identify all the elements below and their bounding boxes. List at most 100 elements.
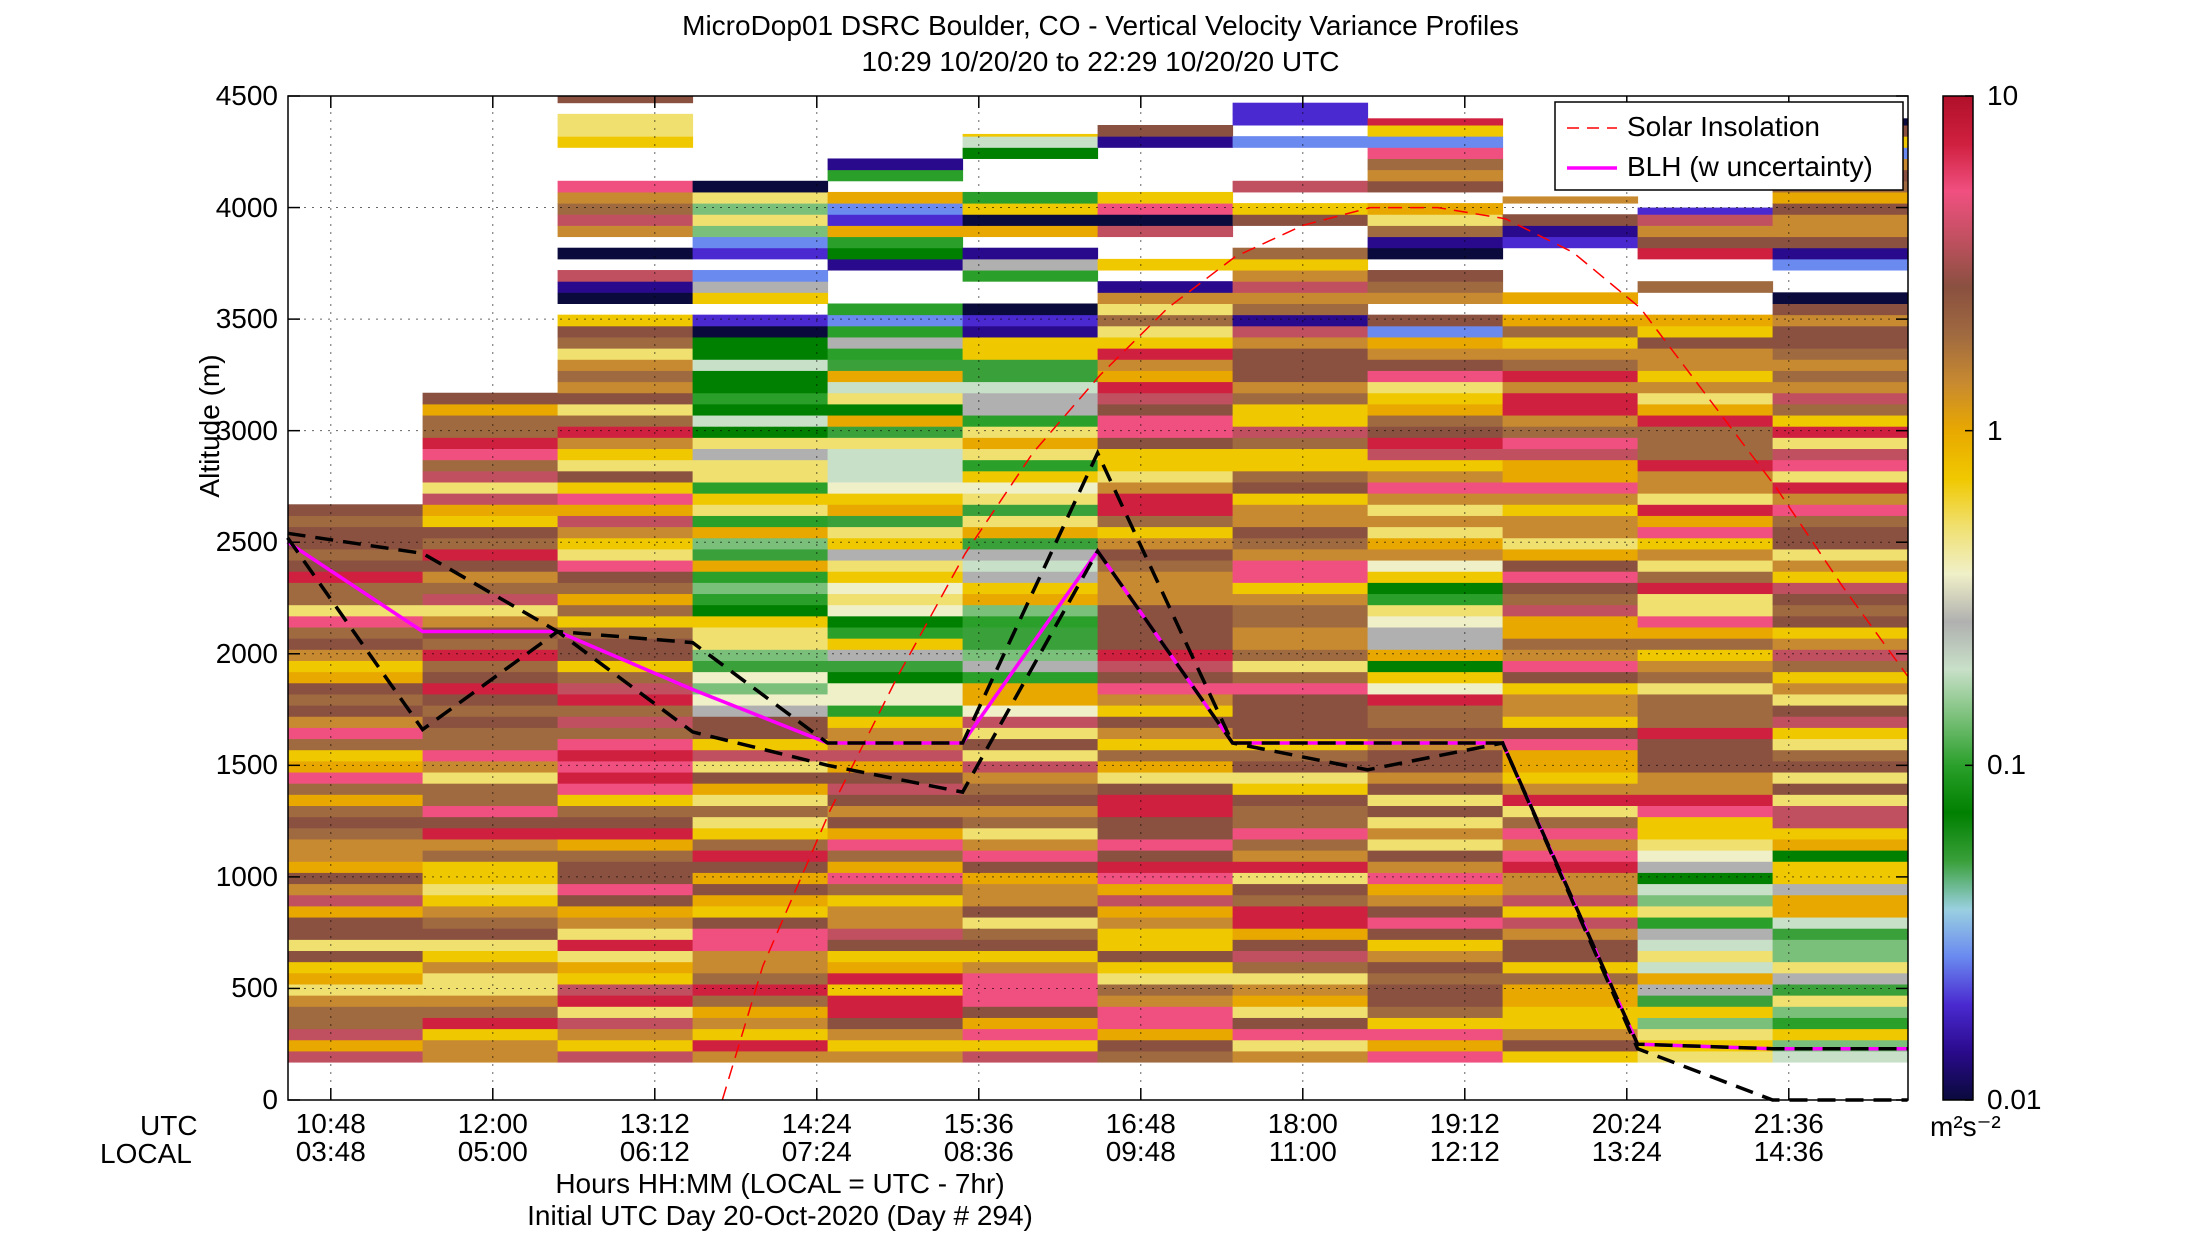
heatmap-cell: [1772, 537, 1909, 550]
heatmap-cell: [962, 504, 1099, 516]
heatmap-cell: [1367, 548, 1504, 561]
heatmap-cell: [422, 537, 559, 550]
heatmap-cell: [1502, 738, 1639, 751]
heatmap-cell: [1367, 627, 1504, 639]
heatmap-cell: [827, 560, 964, 572]
heatmap-cell: [962, 136, 1099, 148]
heatmap-cell: [692, 403, 829, 416]
heatmap-cell: [1232, 136, 1369, 148]
heatmap-cell: [1232, 403, 1369, 416]
heatmap-cell: [962, 615, 1099, 628]
heatmap-cell: [962, 939, 1099, 952]
heatmap-cell: [557, 716, 694, 728]
heatmap-cell: [1232, 415, 1369, 427]
heatmap-cell: [692, 459, 829, 472]
heatmap-cell: [422, 928, 559, 940]
heatmap-cell: [692, 972, 829, 985]
heatmap-cell: [1502, 1050, 1639, 1063]
heatmap-cell: [1232, 783, 1369, 795]
heatmap-cell: [1367, 872, 1504, 885]
heatmap-cell: [1232, 716, 1369, 728]
heatmap-cell: [962, 571, 1099, 583]
heatmap-cell: [1502, 381, 1639, 394]
heatmap-cell: [962, 537, 1099, 550]
heatmap-cell: [1502, 426, 1639, 438]
heatmap-cell: [422, 526, 559, 539]
heatmap-cell: [1772, 225, 1909, 238]
heatmap-cell: [1772, 515, 1909, 528]
heatmap-cell: [692, 716, 829, 728]
heatmap-cell: [1502, 593, 1639, 606]
local-row-label: LOCAL: [100, 1138, 192, 1169]
heatmap-cell: [1367, 928, 1504, 940]
heatmap-cell: [827, 917, 964, 929]
heatmap-cell: [1772, 928, 1909, 940]
heatmap-cell: [1232, 604, 1369, 617]
heatmap-cell: [287, 649, 424, 661]
heatmap-cell: [1502, 783, 1639, 795]
heatmap-cell: [827, 716, 964, 728]
heatmap-cell: [1637, 760, 1774, 773]
y-tick-label: 3500: [215, 303, 278, 335]
heatmap-cell: [557, 571, 694, 583]
heatmap-cell: [1772, 1017, 1909, 1030]
heatmap-cell: [557, 113, 694, 126]
heatmap-cell: [422, 917, 559, 929]
heatmap-cell: [1367, 749, 1504, 762]
heatmap-cell: [1772, 671, 1909, 684]
heatmap-cell: [1232, 627, 1369, 639]
heatmap-cell: [692, 783, 829, 795]
heatmap-cell: [1097, 292, 1234, 304]
heatmap-cell: [1772, 191, 1909, 204]
heatmap-cell: [1097, 582, 1234, 595]
heatmap-cell: [557, 537, 694, 550]
heatmap-cell: [1232, 917, 1369, 929]
heatmap-cell: [692, 760, 829, 773]
heatmap-cell: [692, 493, 829, 505]
heatmap-cell: [827, 493, 964, 505]
heatmap-cell: [1502, 370, 1639, 383]
heatmap-cell: [827, 571, 964, 583]
heatmap-cell: [1502, 983, 1639, 996]
heatmap-cell: [1367, 348, 1504, 360]
heatmap-cell: [1502, 470, 1639, 483]
heatmap-cell: [287, 1017, 424, 1030]
heatmap-cell: [1772, 1028, 1909, 1041]
heatmap-cell: [1097, 415, 1234, 427]
heatmap-cell: [1637, 281, 1774, 293]
heatmap-cell: [1637, 995, 1774, 1007]
heatmap-cell: [557, 136, 694, 148]
heatmap-cell: [827, 950, 964, 963]
heatmap-cell: [557, 381, 694, 394]
heatmap-cell: [1772, 247, 1909, 260]
heatmap-cell: [692, 816, 829, 829]
x-tick-label-utc: 18:00: [1267, 1108, 1338, 1139]
heatmap-cell: [827, 838, 964, 851]
heatmap-cell: [962, 426, 1099, 438]
heatmap-cell: [1637, 582, 1774, 595]
heatmap-cell: [422, 560, 559, 572]
x-tick-label-utc: 10:48: [295, 1108, 366, 1139]
heatmap-cell: [827, 1006, 964, 1018]
heatmap-cell: [1097, 660, 1234, 673]
heatmap-cell: [692, 270, 829, 282]
heatmap-cell: [1772, 203, 1909, 215]
heatmap-cell: [1772, 838, 1909, 851]
heatmap-cell: [827, 816, 964, 829]
heatmap-cell: [1502, 861, 1639, 873]
series-line-blh-lower: [286, 536, 1908, 1102]
heatmap-cell: [827, 258, 964, 271]
heatmap-cell: [1637, 225, 1774, 238]
heatmap-cell: [287, 827, 424, 840]
heatmap-cell: [827, 169, 964, 182]
heatmap-cell: [1367, 604, 1504, 617]
heatmap-cell: [692, 359, 829, 371]
heatmap-cell: [422, 615, 559, 628]
heatmap-cell: [1502, 526, 1639, 539]
heatmap-cell: [1772, 627, 1909, 639]
heatmap-cell: [287, 615, 424, 628]
heatmap-cell: [287, 638, 424, 650]
heatmap-cell: [287, 1039, 424, 1052]
heatmap-cell: [827, 325, 964, 338]
heatmap-cell: [1502, 448, 1639, 461]
